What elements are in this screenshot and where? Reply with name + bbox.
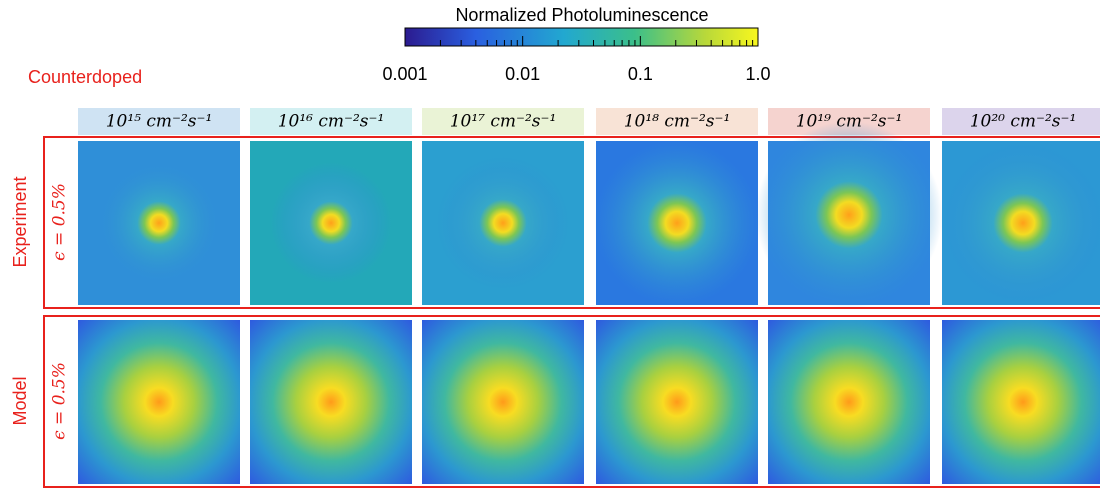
colorbar-tick-label: 1.0 bbox=[745, 64, 770, 84]
colorbar-title: Normalized Photoluminescence bbox=[455, 5, 708, 25]
row-condition: ϵ = 0.5% bbox=[50, 183, 70, 261]
experiment-spot bbox=[595, 141, 760, 306]
experiment-spot bbox=[99, 163, 220, 284]
experiment-spot bbox=[437, 157, 569, 289]
column-header: 10¹⁵ cm⁻²s⁻¹ bbox=[106, 112, 213, 132]
group-label: Counterdoped bbox=[28, 67, 142, 87]
column-header: 10¹⁶ cm⁻²s⁻¹ bbox=[278, 112, 385, 132]
model-image bbox=[250, 320, 412, 484]
panels: 10¹⁵ cm⁻²s⁻¹ 10¹⁶ cm⁻²s⁻¹ 10¹⁷ cm⁻²s⁻¹ 10¹⁸… bbox=[10, 108, 1100, 484]
model-image bbox=[422, 320, 584, 484]
colorbar-tick-label: 0.1 bbox=[628, 64, 653, 84]
colorbar-tick-label: 0.001 bbox=[382, 64, 427, 84]
model-image bbox=[596, 320, 758, 484]
experiment-spot bbox=[271, 163, 392, 284]
experiment-spot bbox=[941, 141, 1100, 306]
column-header: 10¹⁷ cm⁻²s⁻¹ bbox=[450, 112, 557, 132]
model-image bbox=[942, 320, 1100, 484]
column-header: 10²⁰ cm⁻²s⁻¹ bbox=[970, 112, 1077, 132]
model-image bbox=[78, 320, 240, 484]
colorbar bbox=[405, 28, 758, 46]
row-label: Experiment bbox=[10, 176, 30, 267]
row-label: Model bbox=[10, 376, 30, 425]
experiment-spot bbox=[756, 121, 943, 308]
column-header: 10¹⁸ cm⁻²s⁻¹ bbox=[624, 112, 731, 132]
row-condition: ϵ = 0.5% bbox=[50, 362, 70, 440]
model-image bbox=[768, 320, 930, 484]
colorbar-tick-label: 0.01 bbox=[505, 64, 540, 84]
